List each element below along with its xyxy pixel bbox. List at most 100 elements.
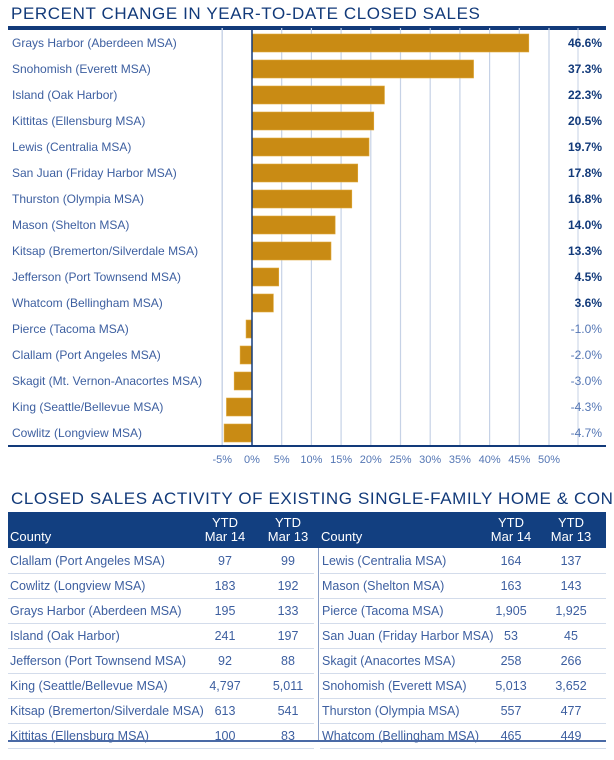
table-row: Jefferson (Port Townsend MSA) 92 88 bbox=[8, 648, 314, 674]
x-axis bbox=[8, 445, 606, 447]
category-label: Pierce (Tacoma MSA) bbox=[12, 322, 129, 336]
county-name: Kitsap (Bremerton/Silverdale MSA) bbox=[10, 704, 204, 718]
value-mar13: 1,925 bbox=[555, 604, 587, 618]
value-label: 4.5% bbox=[575, 270, 603, 284]
value-label: -4.7% bbox=[571, 426, 603, 440]
top-rule bbox=[8, 26, 606, 30]
table-row: Pierce (Tacoma MSA) 1,905 1,925 bbox=[320, 598, 606, 624]
county-name: San Juan (Friday Harbor MSA) bbox=[322, 629, 494, 643]
category-label: Thurston (Olympia MSA) bbox=[12, 192, 144, 206]
value-mar13: 99 bbox=[281, 554, 295, 568]
value-mar13: 192 bbox=[277, 579, 299, 593]
header-ytd-mar14-right-line2: Mar 14 bbox=[490, 529, 532, 544]
bar bbox=[226, 397, 253, 417]
category-label: Jefferson (Port Townsend MSA) bbox=[12, 270, 181, 284]
table-row: Clallam (Port Angeles MSA) 97 99 bbox=[8, 548, 314, 574]
value-label: -1.0% bbox=[571, 322, 603, 336]
header-county-right: County bbox=[321, 529, 363, 544]
county-name: Thurston (Olympia MSA) bbox=[322, 704, 460, 718]
county-name: Cowlitz (Longview MSA) bbox=[10, 579, 146, 593]
value-label: 16.8% bbox=[568, 192, 602, 206]
value-label: -3.0% bbox=[571, 374, 603, 388]
bar bbox=[251, 163, 359, 183]
category-label: Kitsap (Bremerton/Silverdale MSA) bbox=[12, 244, 198, 258]
county-name: Snohomish (Everett MSA) bbox=[322, 679, 467, 693]
bar bbox=[245, 319, 253, 339]
value-label: 20.5% bbox=[568, 114, 602, 128]
tick-label: 20% bbox=[360, 454, 382, 466]
bar-chart: Grays Harbor (Aberdeen MSA) 46.6% Snohomis… bbox=[8, 26, 606, 466]
value-mar13: 88 bbox=[281, 654, 295, 668]
tick-label: 5% bbox=[274, 454, 290, 466]
value-label: 13.3% bbox=[568, 244, 602, 258]
county-name: Skagit (Anacortes MSA) bbox=[322, 654, 456, 668]
tick-label: 25% bbox=[389, 454, 411, 466]
table-row: Island (Oak Harbor) 241 197 bbox=[8, 623, 314, 649]
table-row: San Juan (Friday Harbor MSA) 53 45 bbox=[320, 623, 606, 649]
value-mar14: 241 bbox=[214, 629, 236, 643]
value-label: 46.6% bbox=[568, 36, 602, 50]
category-label: Grays Harbor (Aberdeen MSA) bbox=[12, 36, 177, 50]
value-mar14: 5,013 bbox=[495, 679, 527, 693]
header-ytd-mar14-left-line1: YTD bbox=[212, 515, 238, 530]
table-header: County YTD Mar 14 YTD Mar 13 County YTD … bbox=[8, 512, 606, 548]
category-label: Clallam (Port Angeles MSA) bbox=[12, 348, 161, 362]
category-label: Snohomish (Everett MSA) bbox=[12, 62, 151, 76]
value-mar13: 133 bbox=[277, 604, 299, 618]
tick-label: 35% bbox=[449, 454, 471, 466]
bar bbox=[251, 293, 274, 313]
value-label: 17.8% bbox=[568, 166, 602, 180]
table-bottom-rule bbox=[8, 740, 606, 742]
table-row: Snohomish (Everett MSA) 5,013 3,652 bbox=[320, 673, 606, 699]
bar bbox=[251, 59, 474, 79]
value-mar14: 613 bbox=[214, 704, 236, 718]
table-row: Whatcom (Bellingham MSA) 465 449 bbox=[320, 723, 606, 749]
table-row: Mason (Shelton MSA) 163 143 bbox=[320, 573, 606, 599]
value-label: 3.6% bbox=[575, 296, 603, 310]
table-row: Thurston (Olympia MSA) 557 477 bbox=[320, 698, 606, 724]
bar bbox=[251, 189, 353, 209]
tick-label: 40% bbox=[479, 454, 501, 466]
tick-label: 45% bbox=[508, 454, 530, 466]
county-name: Island (Oak Harbor) bbox=[10, 629, 120, 643]
column-divider bbox=[318, 548, 319, 740]
value-label: 22.3% bbox=[568, 88, 602, 102]
value-mar14: 258 bbox=[500, 654, 522, 668]
table-row: King (Seattle/Bellevue MSA) 4,797 5,011 bbox=[8, 673, 314, 699]
tick-label: 0% bbox=[244, 454, 260, 466]
table-row: Grays Harbor (Aberdeen MSA) 195 133 bbox=[8, 598, 314, 624]
county-name: Grays Harbor (Aberdeen MSA) bbox=[10, 604, 182, 618]
tick-label: 10% bbox=[300, 454, 322, 466]
county-name: Lewis (Centralia MSA) bbox=[322, 554, 447, 568]
value-mar13: 477 bbox=[560, 704, 582, 718]
category-label: Whatcom (Bellingham MSA) bbox=[12, 296, 163, 310]
value-label: 14.0% bbox=[568, 218, 602, 232]
bar bbox=[251, 111, 375, 131]
county-name: Mason (Shelton MSA) bbox=[322, 579, 445, 593]
value-mar14: 92 bbox=[218, 654, 232, 668]
value-label: -4.3% bbox=[571, 400, 603, 414]
table-row: Kittitas (Ellensburg MSA) 100 83 bbox=[8, 723, 314, 749]
bar bbox=[251, 215, 336, 235]
county-name: Clallam (Port Angeles MSA) bbox=[10, 554, 165, 568]
value-label: -2.0% bbox=[571, 348, 603, 362]
value-mar14: 100 bbox=[214, 729, 236, 743]
tick-label: 50% bbox=[538, 454, 560, 466]
table-row: Skagit (Anacortes MSA) 258 266 bbox=[320, 648, 606, 674]
bar bbox=[251, 267, 280, 287]
bar bbox=[251, 33, 530, 53]
value-mar13: 541 bbox=[277, 704, 299, 718]
table-title: CLOSED SALES ACTIVITY OF EXISTING SINGLE… bbox=[11, 489, 614, 508]
header-ytd-mar13-left-line2: Mar 13 bbox=[267, 529, 309, 544]
value-mar13: 197 bbox=[277, 629, 299, 643]
category-label: Kittitas (Ellensburg MSA) bbox=[12, 114, 145, 128]
header-county-left: County bbox=[10, 529, 52, 544]
header-ytd-mar13-left-line1: YTD bbox=[275, 515, 301, 530]
value-label: 19.7% bbox=[568, 140, 602, 154]
category-label: Island (Oak Harbor) bbox=[12, 88, 117, 102]
bar bbox=[223, 423, 253, 443]
value-label: 37.3% bbox=[568, 62, 602, 76]
bar bbox=[251, 241, 332, 261]
category-label: Lewis (Centralia MSA) bbox=[12, 140, 131, 154]
category-label: Mason (Shelton MSA) bbox=[12, 218, 129, 232]
